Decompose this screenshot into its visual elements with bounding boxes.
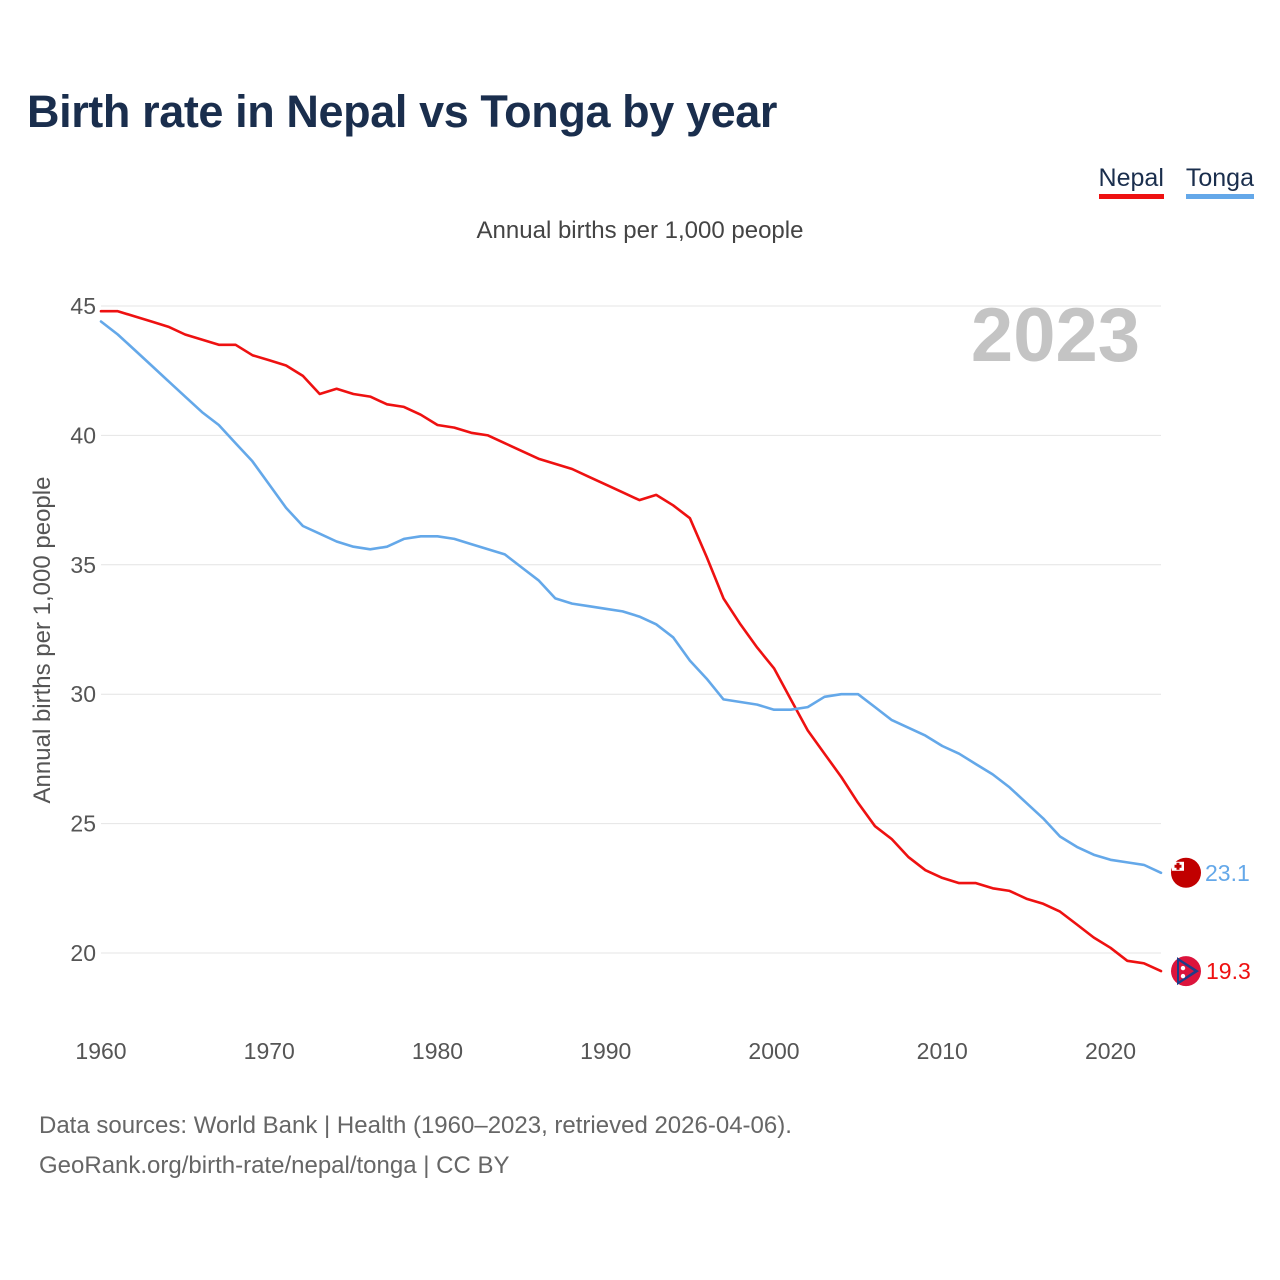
year-watermark: 2023 [971,293,1140,378]
footer-source: Data sources: World Bank | Health (1960–… [39,1112,792,1139]
y-tick-label-40: 40 [70,422,96,448]
x-tick-label-1990: 1990 [580,1038,631,1064]
legend-item-tonga[interactable]: Tonga [1185,164,1254,199]
footer-link[interactable]: GeoRank.org/birth-rate/nepal/tonga | CC … [39,1152,510,1179]
tonga-flag-cross-h [1174,864,1182,868]
legend: Nepal Tonga [1098,164,1254,199]
y-tick-label-25: 25 [70,811,96,837]
footer: Data sources: World Bank | Health (1960–… [39,1106,792,1186]
y-tick-label-45: 45 [70,293,96,319]
x-tick-label-2010: 2010 [917,1038,968,1064]
nepal-flag-sun [1180,973,1186,979]
chart-subtitle: Annual births per 1,000 people [476,217,804,244]
x-tick-label-2020: 2020 [1085,1038,1136,1064]
series-line-tonga [99,320,1163,875]
x-tick-label-1980: 1980 [412,1038,463,1064]
x-tick-label-2000: 2000 [748,1038,799,1064]
x-tick-label-1960: 1960 [75,1038,126,1064]
y-tick-label-35: 35 [70,552,96,578]
nepal-flag-moon [1180,965,1186,971]
y-tick-label-20: 20 [70,940,96,966]
series-line-nepal [99,309,1163,973]
y-tick-label-30: 30 [70,681,96,707]
chart-title: Birth rate in Nepal vs Tonga by year [27,86,777,137]
legend-item-nepal[interactable]: Nepal [1098,164,1164,199]
y-axis-label: Annual births per 1,000 people [29,477,56,804]
series-end-label-tonga: 23.1 [1205,860,1250,886]
x-tick-label-1970: 1970 [244,1038,295,1064]
series-end-label-nepal: 19.3 [1206,958,1251,984]
